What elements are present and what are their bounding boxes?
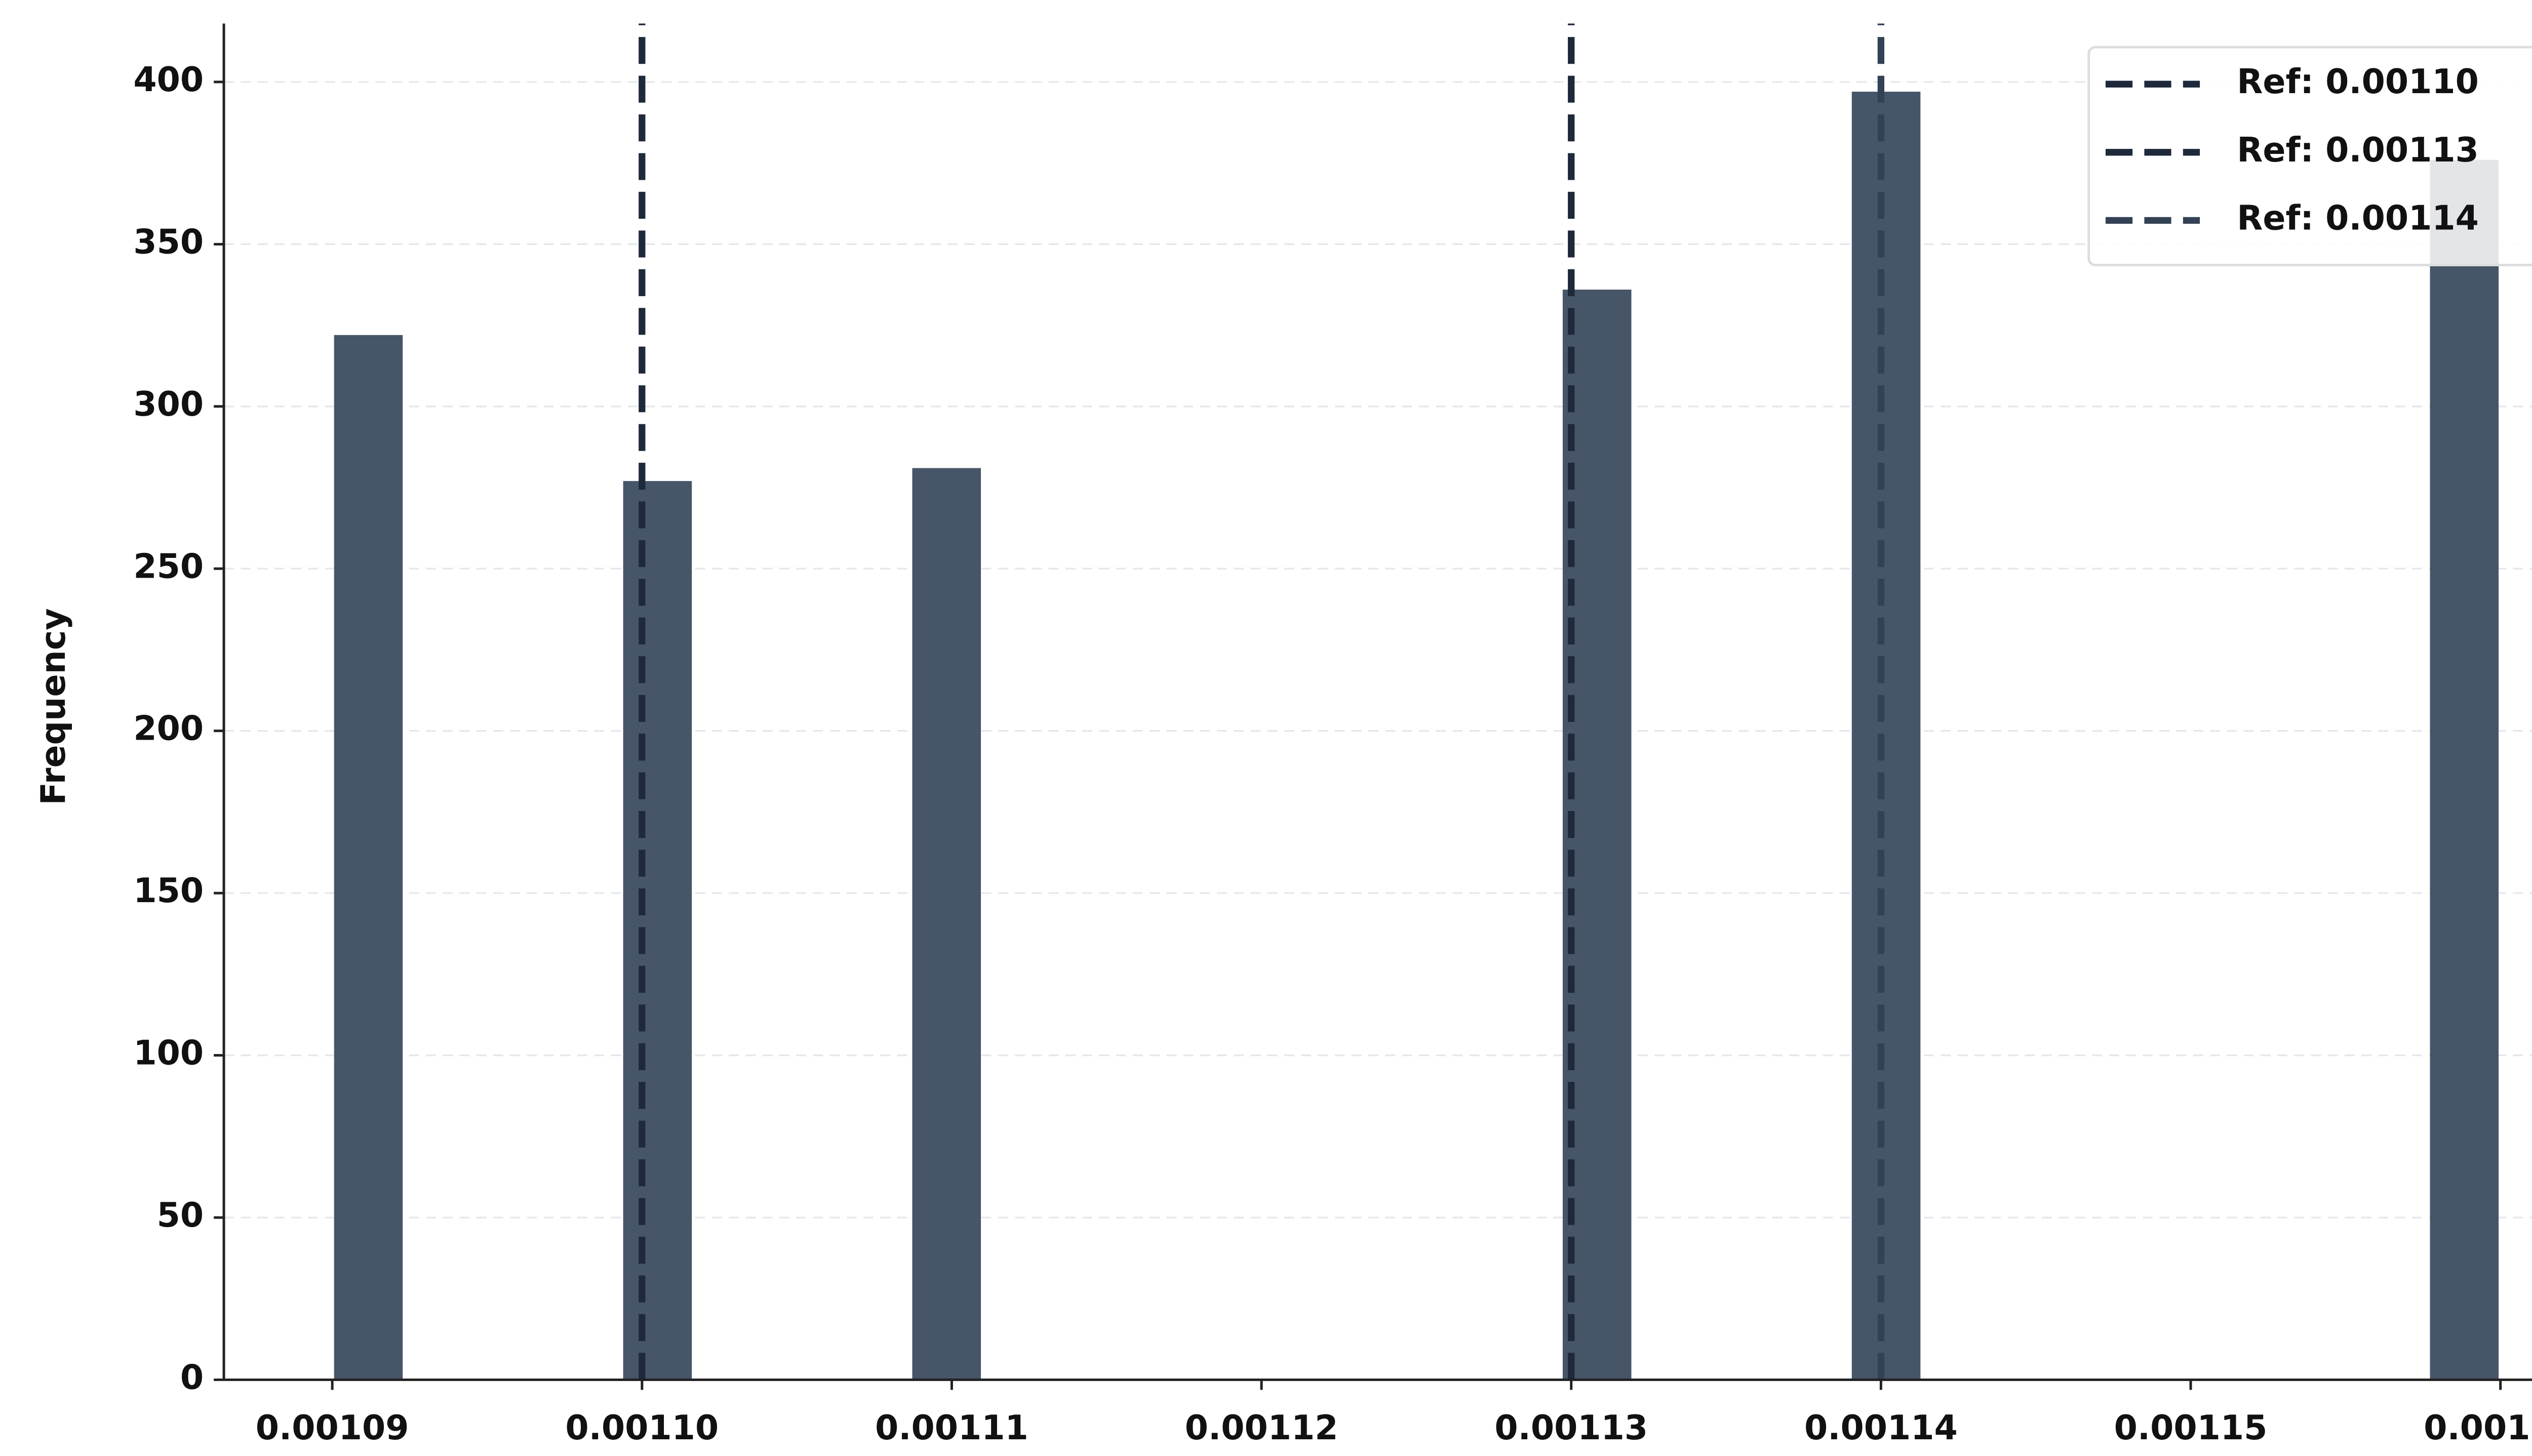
bar xyxy=(1851,92,1921,1380)
legend-box xyxy=(2087,46,2532,266)
legend-label: Ref: 0.00114 xyxy=(2237,198,2479,237)
x-tick-label: 0.00112 xyxy=(1185,1408,1338,1447)
y-tick-label: 350 xyxy=(133,222,204,261)
y-tick-label: 400 xyxy=(133,60,204,99)
y-tick-label: 250 xyxy=(133,546,204,586)
legend-label: Ref: 0.00113 xyxy=(2237,130,2479,170)
x-tick-label: 0.00116 xyxy=(2424,1408,2532,1447)
x-tick-label: 0.00113 xyxy=(1494,1408,1648,1447)
x-tick-label: 0.00114 xyxy=(1804,1408,1958,1447)
bar xyxy=(912,468,981,1380)
y-tick-label: 100 xyxy=(133,1033,204,1073)
legend: Ref: 0.00110 Ref: 0.00113 Ref: 0.00114 xyxy=(2087,46,2532,266)
x-tick-label: 0.00109 xyxy=(256,1408,409,1447)
y-tick-label: 200 xyxy=(133,709,204,748)
bar xyxy=(623,481,692,1380)
bar xyxy=(334,335,403,1380)
y-tick-label: 50 xyxy=(157,1195,204,1235)
y-tick-label: 0 xyxy=(180,1357,204,1397)
bar xyxy=(2430,159,2499,1380)
x-tick-label: 0.00110 xyxy=(565,1408,719,1447)
x-tick-label: 0.00111 xyxy=(875,1408,1028,1447)
y-tick-label: 300 xyxy=(133,384,204,424)
y-tick-label: 150 xyxy=(133,871,204,910)
y-axis-label: Frequency xyxy=(33,608,73,805)
legend-label: Ref: 0.00110 xyxy=(2237,62,2479,101)
x-tick-label: 0.00115 xyxy=(2114,1408,2268,1447)
